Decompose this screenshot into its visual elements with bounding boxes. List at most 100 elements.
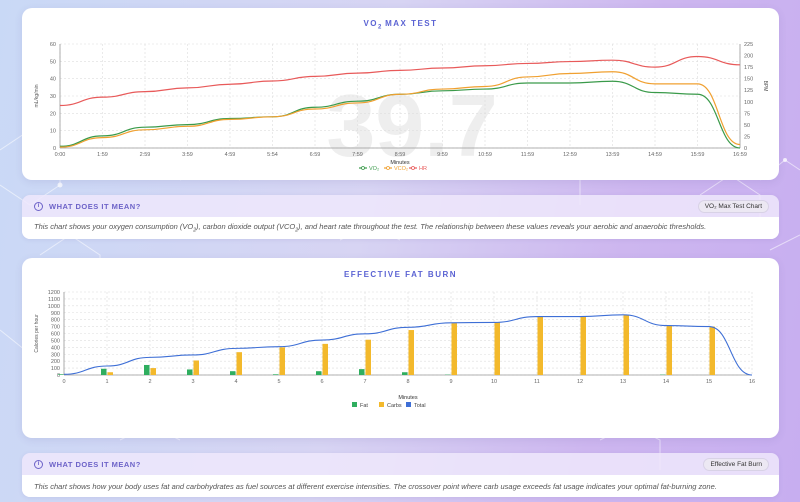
y2-tick-label: 175 bbox=[744, 65, 753, 71]
carbs-bar bbox=[107, 372, 113, 375]
y2-tick-label: 125 bbox=[744, 88, 753, 94]
x-axis-label: Minutes bbox=[398, 395, 418, 401]
x-tick-label: 13 bbox=[620, 379, 626, 385]
x-tick-label: 2 bbox=[148, 379, 151, 385]
y2-tick-label: 100 bbox=[744, 100, 753, 106]
vco2-line bbox=[59, 71, 741, 148]
total-line bbox=[63, 314, 753, 376]
y2-tick-label: 150 bbox=[744, 77, 753, 83]
y-tick-label: 40 bbox=[50, 77, 56, 83]
y-tick-label: 600 bbox=[51, 332, 60, 338]
legend-label: Total bbox=[414, 403, 426, 409]
legend-swatch bbox=[379, 402, 384, 407]
x-tick-label: 5 bbox=[277, 379, 280, 385]
carbs-bar bbox=[623, 314, 629, 375]
legend-swatch bbox=[352, 402, 357, 407]
x-tick-label: 10 bbox=[491, 379, 497, 385]
carbs-bar bbox=[709, 326, 715, 375]
hr-line bbox=[59, 55, 741, 107]
x-tick-label: 7 bbox=[363, 379, 366, 385]
y-tick-label: 0 bbox=[53, 146, 56, 152]
fat-burn-info-text: This chart shows how your body uses fat … bbox=[22, 475, 779, 497]
y2-tick-label: 200 bbox=[744, 54, 753, 60]
y-axis-label: mL/kg/min bbox=[34, 84, 40, 107]
fat-bar bbox=[359, 369, 365, 375]
legend-label: Carbs bbox=[387, 403, 402, 409]
vo2-big-value: 39.7 bbox=[326, 76, 497, 175]
x-tick-label: 8:59 bbox=[395, 152, 406, 158]
vo2-chart-title: VO2 MAX TEST bbox=[363, 19, 438, 31]
y2-tick-label: 0 bbox=[744, 146, 747, 152]
x-tick-label: 14 bbox=[663, 379, 669, 385]
y-tick-label: 200 bbox=[51, 359, 60, 365]
legend-swatch bbox=[406, 402, 411, 407]
x-tick-label: 3 bbox=[191, 379, 194, 385]
x-tick-label: 1 bbox=[105, 379, 108, 385]
fat-bar bbox=[187, 369, 193, 375]
fat-bar bbox=[316, 371, 322, 375]
carbs-bar bbox=[236, 352, 242, 375]
x-tick-label: 6:59 bbox=[310, 152, 321, 158]
x-tick-label: 0 bbox=[62, 379, 65, 385]
vo2-chart: 39.7 0 10 20 30 40 50 60 0 25 50 75 100 125 150 175 200 2… bbox=[34, 42, 768, 175]
x-tick-label: 1:59 bbox=[97, 152, 108, 158]
x-tick-label: 0:00 bbox=[55, 152, 66, 158]
x-tick-label: 9 bbox=[449, 379, 452, 385]
legend-label: VO₂ bbox=[369, 166, 379, 172]
y-tick-label: 400 bbox=[51, 345, 60, 351]
info-icon: i bbox=[34, 459, 43, 469]
x-tick-label: 14:59 bbox=[648, 152, 662, 158]
vo2-chart-card: VO2 MAX TEST 39.7 0 10 20 30 40 50 60 0 25 50 75 100… bbox=[22, 8, 779, 180]
y2-tick-label: 75 bbox=[744, 111, 750, 117]
legend-label: Fat bbox=[360, 403, 368, 409]
carbs-bar bbox=[279, 347, 285, 375]
x-tick-label: 13:59 bbox=[606, 152, 620, 158]
legend-marker bbox=[411, 166, 415, 170]
x-tick-label: 9:59 bbox=[437, 152, 448, 158]
vo2-info-panel: i WHAT DOES IT MEAN? VO₂ Max Test Chart … bbox=[22, 195, 779, 239]
fat-bar bbox=[402, 372, 408, 375]
y-tick-label: 50 bbox=[50, 59, 56, 65]
y-tick-label: 800 bbox=[51, 318, 60, 324]
carbs-bar bbox=[494, 322, 500, 375]
vo2-info-text: This chart shows your oxygen consumption… bbox=[22, 217, 779, 239]
x-axis-label: Minutes bbox=[390, 160, 410, 166]
y2-tick-label: 25 bbox=[744, 134, 750, 140]
x-tick-label: 15:59 bbox=[691, 152, 705, 158]
y-tick-label: 1000 bbox=[48, 304, 60, 310]
y-tick-label: 30 bbox=[50, 94, 56, 100]
legend-marker bbox=[361, 166, 365, 170]
carbs-bar bbox=[451, 323, 457, 375]
fat-bar bbox=[58, 374, 64, 375]
x-tick-label: 16 bbox=[749, 379, 755, 385]
carbs-bar bbox=[408, 330, 414, 375]
y-tick-label: 700 bbox=[51, 325, 60, 331]
carbs-bar bbox=[193, 360, 199, 375]
x-tick-label: 2:59 bbox=[140, 152, 151, 158]
x-tick-label: 5:54 bbox=[267, 152, 278, 158]
fat-bar bbox=[230, 371, 236, 375]
y-tick-label: 10 bbox=[50, 129, 56, 135]
y-tick-label: 500 bbox=[51, 338, 60, 344]
x-tick-label: 15 bbox=[706, 379, 712, 385]
legend-label: HR bbox=[419, 166, 427, 172]
carbs-bar bbox=[322, 343, 328, 375]
carbs-bar bbox=[365, 339, 371, 375]
x-tick-label: 10:59 bbox=[478, 152, 492, 158]
y-tick-label: 300 bbox=[51, 352, 60, 358]
x-tick-label: 12 bbox=[577, 379, 583, 385]
legend-label: VCO₂ bbox=[394, 166, 408, 172]
carbs-bar bbox=[537, 316, 543, 375]
y-axis-label: Calories per hour bbox=[34, 314, 40, 353]
fat-burn-info-heading: WHAT DOES IT MEAN? bbox=[49, 459, 141, 469]
y-tick-label: 20 bbox=[50, 111, 56, 117]
x-tick-label: 3:59 bbox=[182, 152, 193, 158]
carbs-bar bbox=[666, 325, 672, 375]
fat-burn-chart: 0100200300400500600700800900100011001200… bbox=[34, 290, 755, 409]
x-tick-label: 4 bbox=[234, 379, 237, 385]
carbs-bar bbox=[580, 316, 586, 375]
fat-burn-info-badge[interactable]: Effective Fat Burn bbox=[703, 457, 769, 471]
fat-bar bbox=[273, 374, 279, 375]
x-tick-label: 6 bbox=[320, 379, 323, 385]
vo2-info-badge[interactable]: VO₂ Max Test Chart bbox=[697, 199, 769, 213]
